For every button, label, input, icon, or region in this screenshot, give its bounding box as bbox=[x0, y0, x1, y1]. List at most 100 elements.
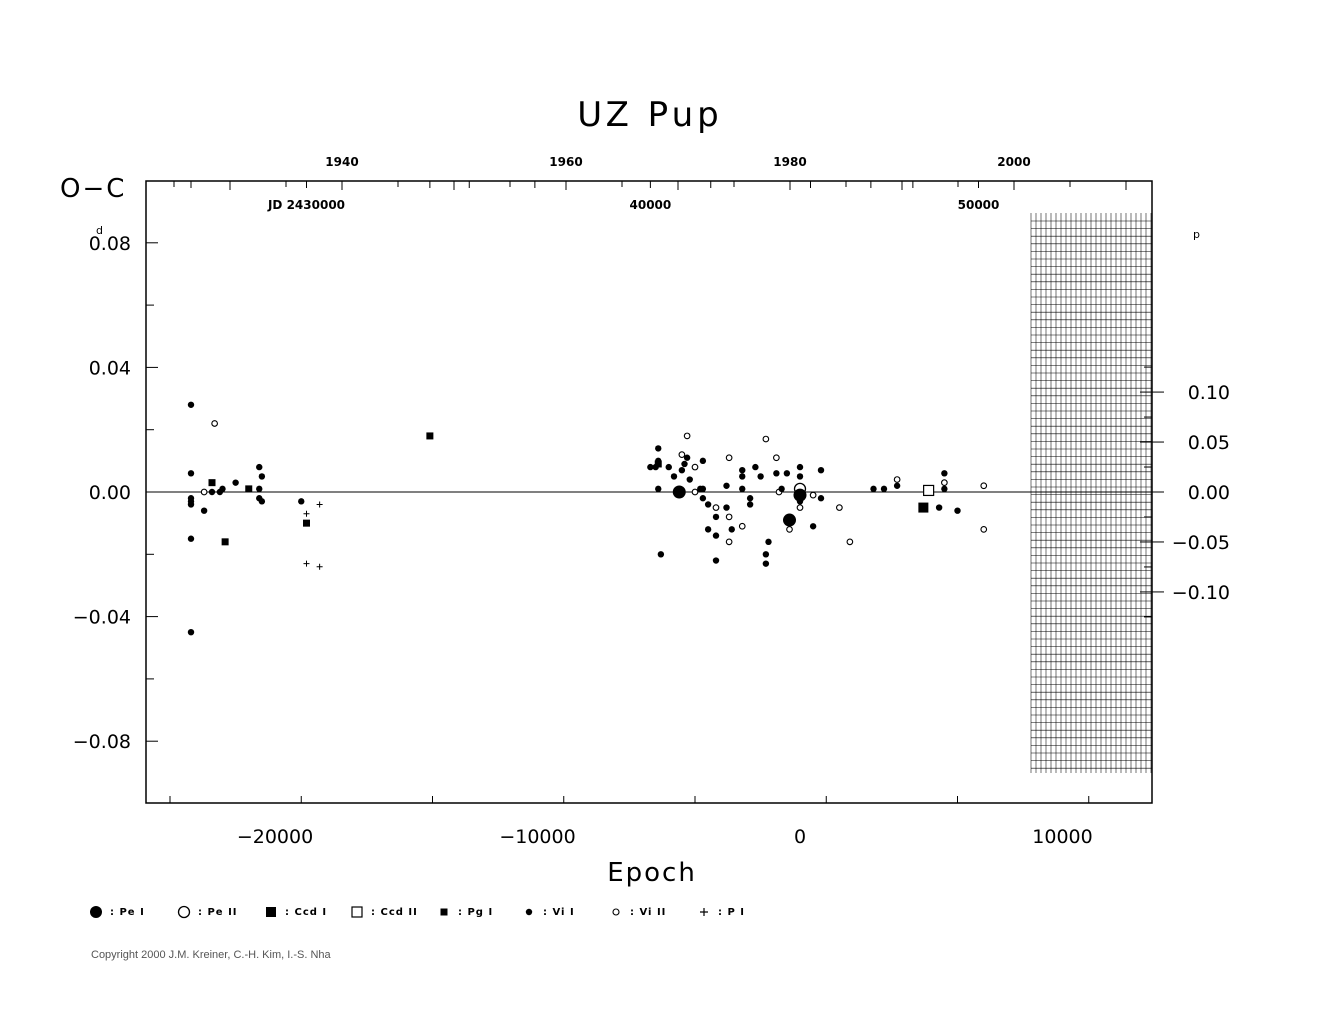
big-open-circle-icon bbox=[176, 904, 192, 920]
data-point bbox=[187, 501, 195, 508]
year-label: 1960 bbox=[549, 155, 582, 169]
y-axis-unit-right: p bbox=[1193, 228, 1200, 241]
data-point bbox=[893, 476, 901, 483]
data-point bbox=[762, 551, 770, 558]
data-point bbox=[678, 466, 686, 474]
data-point bbox=[655, 485, 662, 493]
data-point bbox=[655, 445, 662, 452]
legend-item: : Pe II bbox=[176, 902, 238, 922]
data-point bbox=[923, 484, 935, 497]
data-point bbox=[258, 473, 266, 480]
data-point bbox=[200, 488, 208, 496]
data-point bbox=[221, 538, 229, 546]
data-point bbox=[836, 504, 843, 511]
jd-label: JD 2430000 bbox=[267, 198, 345, 212]
data-point bbox=[954, 507, 961, 514]
data-point bbox=[941, 479, 948, 487]
data-point bbox=[316, 563, 323, 570]
data-point bbox=[187, 470, 195, 477]
data-point bbox=[303, 560, 310, 567]
x-tick-label: 10000 bbox=[1032, 826, 1092, 848]
data-point bbox=[880, 485, 888, 493]
data-point bbox=[752, 463, 759, 471]
y-tick-label: −0.04 bbox=[73, 607, 131, 629]
year-axis: 1940 1960 1980 2000 JD 2430000 40000 50000 bbox=[173, 155, 1127, 212]
big-filled-square-icon bbox=[263, 904, 279, 920]
data-point bbox=[980, 526, 988, 533]
legend-item: : Ccd II bbox=[349, 902, 418, 922]
data-point bbox=[765, 538, 772, 546]
data-point bbox=[757, 473, 764, 480]
data-point bbox=[681, 460, 688, 468]
y-tick-label: 0.04 bbox=[89, 357, 131, 379]
data-point bbox=[699, 457, 707, 465]
y-axis-label: O−C bbox=[60, 174, 126, 204]
data-point bbox=[647, 463, 654, 471]
data-point bbox=[670, 473, 678, 480]
x-tick-label: 0 bbox=[794, 826, 806, 848]
data-point bbox=[657, 551, 665, 558]
data-point bbox=[762, 435, 770, 443]
data-point bbox=[817, 495, 825, 502]
data-point bbox=[728, 526, 735, 533]
small-filled-square-icon bbox=[436, 904, 452, 920]
y-axis-left: 0.08 0.04 0.00 −0.04 −0.08 bbox=[73, 233, 158, 753]
data-point bbox=[187, 401, 195, 408]
x-tick-label: −10000 bbox=[499, 826, 575, 848]
data-point bbox=[211, 420, 218, 427]
data-point bbox=[187, 628, 195, 636]
data-point bbox=[704, 526, 712, 533]
data-point bbox=[256, 463, 263, 471]
y-right-tick-label: 0.00 bbox=[1188, 482, 1230, 504]
year-label: 2000 bbox=[997, 155, 1030, 169]
data-point bbox=[783, 470, 791, 477]
data-point bbox=[303, 510, 310, 517]
data-point bbox=[893, 482, 901, 489]
data-point bbox=[691, 488, 699, 496]
data-point bbox=[258, 498, 266, 505]
data-point bbox=[762, 560, 770, 567]
data-point bbox=[208, 488, 216, 496]
legend-item: : P I bbox=[696, 902, 745, 922]
data-point bbox=[817, 466, 825, 474]
legend: : Pe I : Pe II : Ccd I : Ccd II : Pg I :… bbox=[88, 902, 788, 922]
data-point bbox=[846, 538, 854, 546]
data-point bbox=[654, 460, 662, 468]
data-point bbox=[699, 495, 707, 502]
big-filled-circle-icon bbox=[88, 904, 104, 920]
data-point bbox=[219, 485, 226, 493]
data-point bbox=[738, 522, 746, 530]
data-point bbox=[665, 463, 672, 471]
data-point bbox=[723, 482, 730, 489]
data-point bbox=[245, 485, 253, 493]
y-right-tick-label: −0.05 bbox=[1172, 532, 1230, 554]
data-point bbox=[187, 535, 195, 542]
data-point bbox=[786, 526, 793, 533]
data-point bbox=[783, 513, 796, 527]
data-point bbox=[691, 463, 699, 471]
data-point bbox=[683, 432, 691, 440]
legend-label: : Pg I bbox=[458, 906, 494, 918]
chart-title: UZ Pup bbox=[577, 95, 722, 135]
legend-item: : Pg I bbox=[436, 902, 493, 922]
small-filled-circle-icon bbox=[521, 904, 537, 920]
data-point bbox=[683, 454, 691, 461]
legend-label: : P I bbox=[718, 906, 746, 918]
big-open-square-icon bbox=[349, 904, 365, 920]
data-point bbox=[208, 479, 216, 487]
y-tick-label: 0.08 bbox=[89, 233, 131, 255]
legend-item: : Vi II bbox=[608, 902, 666, 922]
hatched-region bbox=[1030, 213, 1152, 773]
y-right-tick-label: 0.10 bbox=[1188, 382, 1230, 404]
data-point bbox=[739, 466, 746, 474]
y-tick-label: −0.08 bbox=[73, 731, 131, 753]
data-point bbox=[712, 532, 720, 539]
data-point bbox=[809, 491, 817, 499]
small-open-circle-icon bbox=[608, 904, 624, 920]
data-point bbox=[200, 507, 208, 514]
data-point bbox=[256, 485, 263, 493]
legend-item: : Pe I bbox=[88, 902, 145, 922]
data-point bbox=[712, 513, 720, 521]
y-axis-unit-left: d bbox=[96, 224, 103, 237]
